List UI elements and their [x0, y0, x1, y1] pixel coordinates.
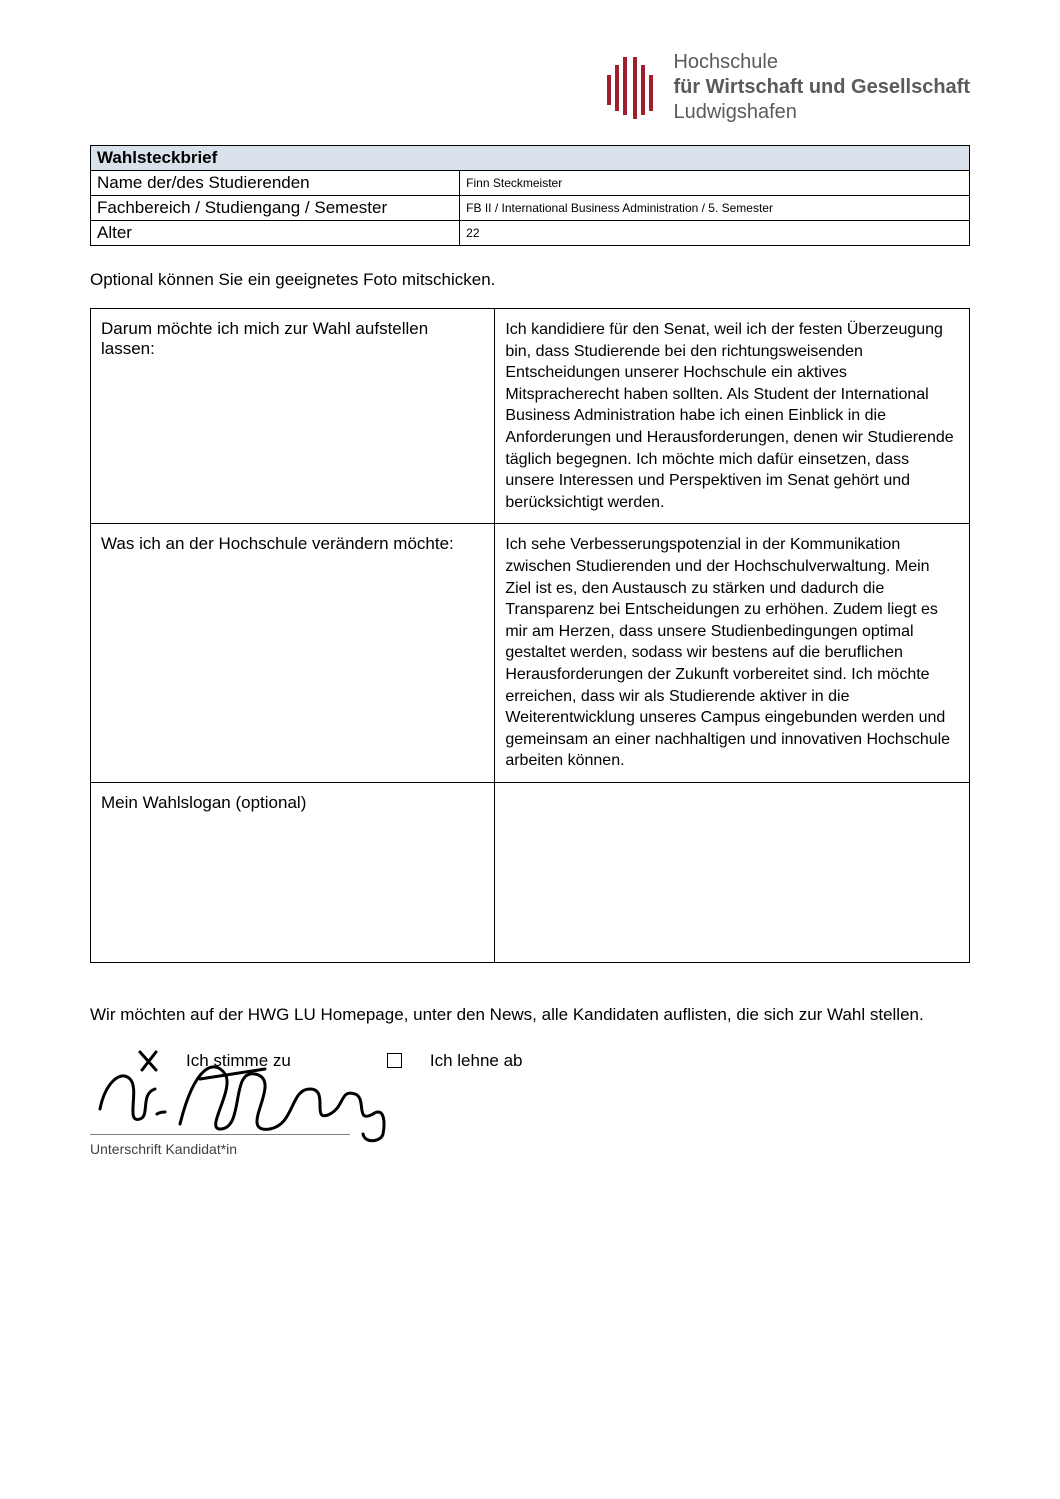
logo-text: Hochschule für Wirtschaft und Gesellscha… [673, 50, 970, 125]
logo-line-1: Hochschule [673, 50, 970, 75]
signature-line [90, 1134, 350, 1135]
logo-line-2: für Wirtschaft und Gesellschaft [673, 75, 970, 100]
header-row-value: 22 [460, 221, 970, 246]
signature-icon [85, 1034, 405, 1154]
header-table-title: Wahlsteckbrief [91, 146, 970, 171]
header-row-value: FB II / International Business Administr… [460, 196, 970, 221]
optional-photo-note: Optional können Sie ein geeignetes Foto … [90, 270, 970, 290]
logo-bars-icon [603, 53, 663, 123]
header-row-label: Name der/des Studierenden [91, 171, 460, 196]
logo-line-3: Ludwigshafen [673, 100, 970, 125]
question-cell: Was ich an der Hochschule verändern möch… [91, 524, 495, 783]
answer-cell: Ich sehe Verbesserungspotenzial in der K… [495, 524, 970, 783]
footer-note: Wir möchten auf der HWG LU Homepage, unt… [90, 1003, 970, 1027]
question-cell: Mein Wahlslogan (optional) [91, 782, 495, 962]
header-table: Wahlsteckbrief Name der/des Studierenden… [90, 145, 970, 246]
answer-cell [495, 782, 970, 962]
answer-cell: Ich kandidiere für den Senat, weil ich d… [495, 309, 970, 524]
header-row-value: Finn Steckmeister [460, 171, 970, 196]
content-table: Darum möchte ich mich zur Wahl aufstelle… [90, 308, 970, 963]
header-row-label: Alter [91, 221, 460, 246]
signature-block: Unterschrift Kandidat*in [90, 1049, 970, 1169]
institution-logo: Hochschule für Wirtschaft und Gesellscha… [90, 50, 970, 125]
header-row-label: Fachbereich / Studiengang / Semester [91, 196, 460, 221]
signature-label: Unterschrift Kandidat*in [90, 1141, 237, 1157]
question-cell: Darum möchte ich mich zur Wahl aufstelle… [91, 309, 495, 524]
